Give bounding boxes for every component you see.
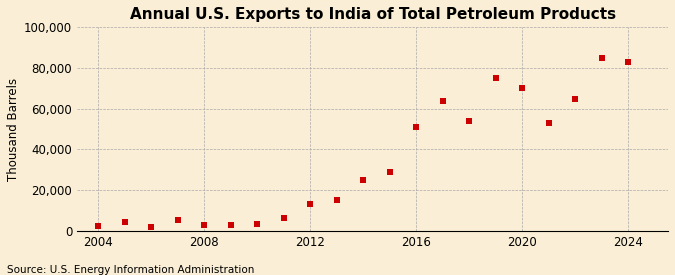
Point <box>384 170 395 174</box>
Point <box>358 178 369 182</box>
Title: Annual U.S. Exports to India of Total Petroleum Products: Annual U.S. Exports to India of Total Pe… <box>130 7 616 22</box>
Point <box>252 222 263 227</box>
Text: Source: U.S. Energy Information Administration: Source: U.S. Energy Information Administ… <box>7 265 254 275</box>
Point <box>597 56 608 60</box>
Point <box>464 119 475 123</box>
Point <box>570 96 580 101</box>
Point <box>172 218 183 222</box>
Point <box>623 60 634 64</box>
Point <box>411 125 422 129</box>
Point <box>119 219 130 224</box>
Point <box>93 224 104 228</box>
Point <box>225 223 236 227</box>
Point <box>278 216 289 220</box>
Y-axis label: Thousand Barrels: Thousand Barrels <box>7 78 20 181</box>
Point <box>305 202 316 207</box>
Point <box>543 121 554 125</box>
Point <box>437 98 448 103</box>
Point <box>517 86 528 90</box>
Point <box>331 198 342 203</box>
Point <box>491 76 502 80</box>
Point <box>146 225 157 229</box>
Point <box>199 223 210 227</box>
